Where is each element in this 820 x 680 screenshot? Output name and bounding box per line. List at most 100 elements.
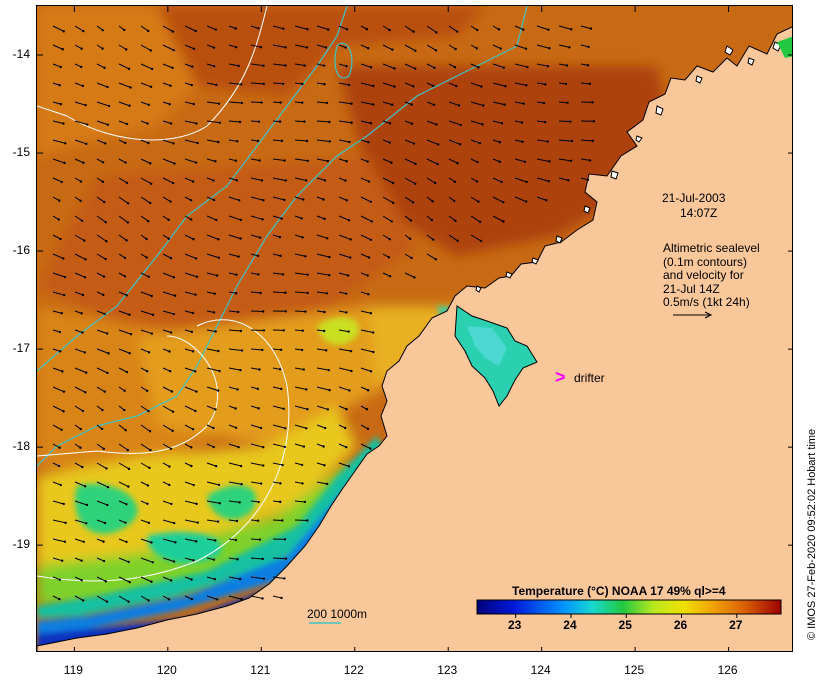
lat-tick-label: -16 [12, 243, 30, 258]
velocity-arrowhead [171, 181, 175, 185]
velocity-arrowhead [261, 557, 264, 561]
velocity-vector [316, 82, 325, 85]
velocity-vector [118, 557, 129, 563]
velocity-vector [294, 139, 308, 142]
velocity-arrowhead [151, 561, 154, 564]
velocity-arrowhead [240, 349, 244, 352]
velocity-arrowhead [212, 198, 216, 202]
velocity-vector [338, 63, 347, 67]
velocity-arrowhead [170, 502, 173, 506]
velocity-vector [492, 82, 506, 87]
velocity-arrowhead [279, 500, 282, 504]
velocity-arrowhead [192, 483, 195, 487]
velocity-vector [272, 291, 286, 294]
velocity-arrowhead [234, 538, 238, 542]
velocity-arrowhead [408, 237, 412, 241]
map-frame [36, 5, 793, 652]
velocity-vector [96, 443, 105, 450]
velocity-arrowhead [83, 276, 87, 279]
velocity-vector [316, 367, 329, 371]
velocity-arrowhead [393, 67, 396, 70]
velocity-arrowhead [283, 445, 287, 449]
velocity-vector [96, 367, 108, 374]
velocity-vector [470, 196, 479, 203]
velocity-vector [74, 348, 85, 353]
velocity-arrowhead [125, 122, 129, 126]
velocity-vector [338, 25, 348, 30]
velocity-vector [426, 44, 437, 51]
velocity-vector [272, 557, 286, 560]
velocity-vector [316, 329, 325, 332]
velocity-arrowhead [105, 240, 108, 243]
velocity-vector [250, 272, 259, 275]
velocity-vector [250, 44, 262, 48]
velocity-vector [184, 519, 198, 524]
velocity-vector [206, 272, 218, 277]
velocity-vector [272, 386, 282, 390]
velocity-vector [492, 158, 501, 163]
velocity-vector [250, 82, 264, 85]
velocity-vector [74, 538, 84, 543]
velocity-arrowhead [124, 161, 127, 164]
velocity-vector [404, 215, 412, 221]
velocity-arrowhead [259, 426, 263, 430]
velocity-arrowhead [256, 387, 260, 391]
velocity-vector [316, 310, 325, 313]
velocity-arrowhead [236, 140, 239, 143]
velocity-vector [272, 405, 284, 410]
velocity-vector [52, 253, 64, 259]
velocity-arrowhead [301, 236, 304, 239]
velocity-arrowhead [239, 464, 243, 468]
velocity-vector [338, 291, 347, 295]
velocity-vector [96, 576, 107, 582]
velocity-vector [470, 234, 482, 242]
velocity-arrowhead [345, 311, 348, 314]
velocity-vector [294, 291, 308, 294]
velocity-arrowhead [234, 159, 238, 162]
velocity-arrowhead [500, 180, 503, 184]
velocity-arrowhead [324, 46, 328, 49]
velocity-arrowhead [547, 28, 550, 31]
velocity-arrowhead [124, 141, 127, 145]
velocity-vector [382, 196, 394, 204]
velocity-vector [228, 272, 237, 276]
velocity-arrowhead [217, 102, 221, 105]
velocity-arrowhead [81, 599, 85, 602]
velocity-vector [162, 424, 173, 432]
velocity-arrowhead [83, 239, 86, 242]
velocity-arrowhead [456, 239, 459, 243]
velocity-vector [140, 215, 149, 222]
velocity-arrowhead [387, 256, 391, 259]
velocity-arrowhead [149, 85, 153, 88]
velocity-arrowhead [481, 123, 484, 126]
velocity-vector [470, 139, 481, 144]
velocity-arrowhead [258, 236, 262, 239]
velocity-vector [382, 177, 394, 184]
velocity-arrowhead [256, 519, 260, 522]
velocity-arrowhead [149, 162, 152, 165]
velocity-vector [52, 158, 65, 164]
velocity-vector [228, 329, 241, 332]
velocity-vector [514, 177, 527, 183]
velocity-arrowhead [84, 485, 87, 488]
velocity-arrowhead [592, 120, 596, 123]
velocity-arrowhead [524, 47, 528, 50]
velocity-vector [52, 310, 62, 314]
sst-map[interactable] [37, 6, 793, 652]
drifter-marker[interactable]: > [555, 367, 566, 387]
velocity-arrowhead [262, 64, 265, 67]
velocity-arrowhead [497, 28, 501, 31]
velocity-vector [294, 329, 303, 332]
velocity-arrowhead [366, 389, 370, 392]
velocity-arrowhead [367, 293, 370, 296]
velocity-arrowhead [104, 257, 107, 261]
velocity-arrowhead [145, 369, 149, 373]
velocity-arrowhead [259, 482, 263, 485]
velocity-arrowhead [258, 159, 261, 162]
velocity-vector [140, 538, 152, 543]
velocity-vector [52, 386, 65, 393]
velocity-arrowhead [62, 410, 65, 413]
velocity-vector [140, 158, 151, 164]
velocity-arrowhead [236, 388, 239, 391]
velocity-arrowhead [322, 198, 325, 201]
